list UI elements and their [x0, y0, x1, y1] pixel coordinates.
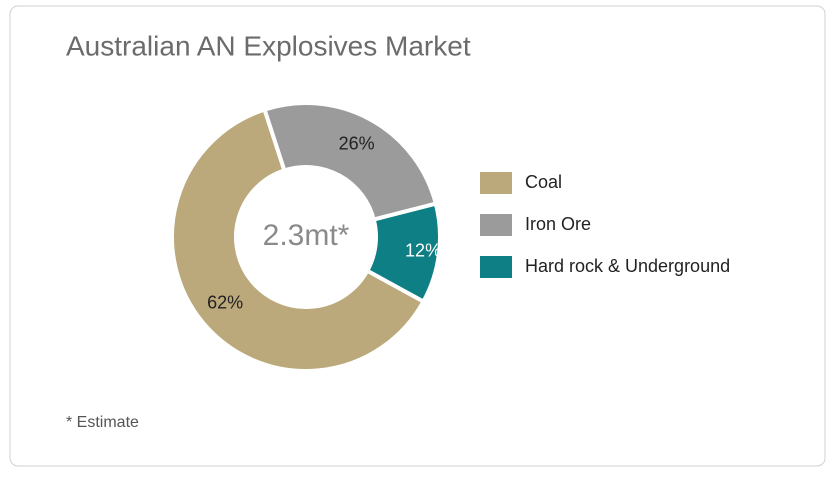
- footnote: * Estimate: [66, 414, 139, 431]
- chart-title: Australian AN Explosives Market: [66, 30, 471, 61]
- data-label: 12%: [405, 241, 441, 261]
- legend-label: Hard rock & Underground: [525, 256, 730, 276]
- donut-slice: [364, 201, 442, 305]
- legend-label: Coal: [525, 172, 562, 192]
- legend-swatch: [480, 214, 512, 236]
- donut-slice: [170, 107, 427, 373]
- center-label: 2.3mt*: [263, 219, 350, 252]
- data-label: 62%: [207, 293, 243, 313]
- legend-label: Iron Ore: [525, 214, 591, 234]
- legend-swatch: [480, 172, 512, 194]
- data-label: 26%: [339, 134, 375, 154]
- legend-swatch: [480, 256, 512, 278]
- donut-slice: [262, 101, 439, 223]
